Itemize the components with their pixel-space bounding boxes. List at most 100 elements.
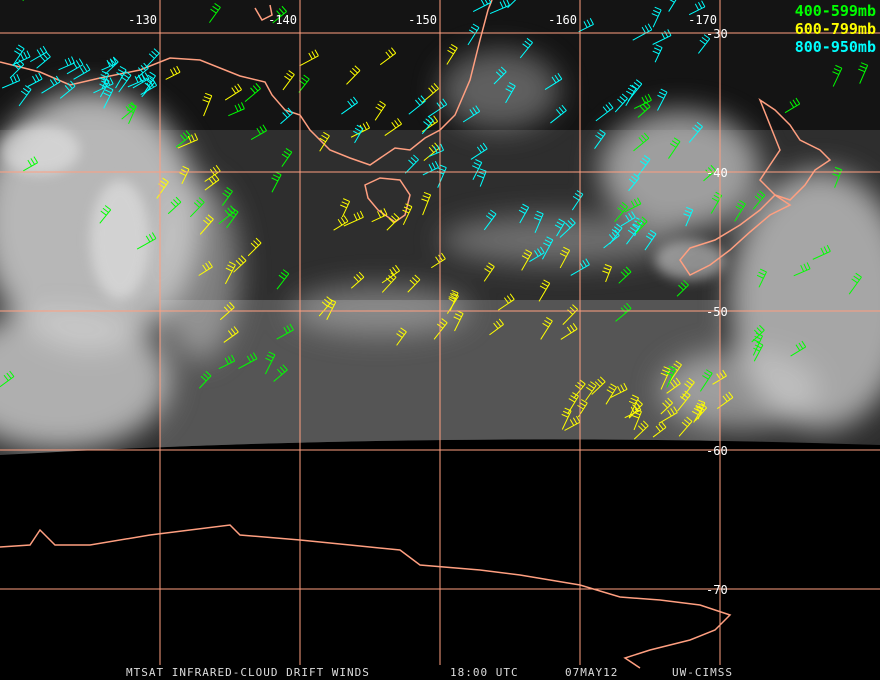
wind-barb bbox=[559, 217, 576, 238]
wind-barb bbox=[567, 392, 579, 415]
wind-barb bbox=[577, 399, 588, 418]
longitude-label: -130 bbox=[128, 13, 157, 27]
wind-barb bbox=[699, 369, 713, 392]
caption-text: 07MAY12 bbox=[565, 666, 618, 679]
wind-barb bbox=[677, 390, 691, 412]
wind-barb bbox=[498, 293, 515, 311]
wind-barb bbox=[280, 107, 293, 125]
wind-barb bbox=[333, 215, 349, 231]
wind-barb bbox=[628, 394, 640, 418]
longitude-label: -170 bbox=[688, 13, 717, 27]
wind-barb bbox=[848, 272, 862, 295]
wind-barb bbox=[374, 100, 386, 121]
wind-barb bbox=[505, 82, 516, 104]
wind-barb bbox=[628, 399, 643, 419]
wind-barb bbox=[135, 62, 149, 80]
wind-barb bbox=[793, 262, 811, 277]
wind-barb bbox=[346, 65, 361, 85]
wind-barb bbox=[489, 0, 510, 15]
latitude-label: -70 bbox=[706, 583, 728, 597]
wind-barb bbox=[595, 102, 614, 122]
wind-barb bbox=[73, 63, 91, 80]
wind-barb bbox=[223, 326, 239, 343]
wind-barb bbox=[651, 6, 662, 28]
wind-barb bbox=[698, 34, 711, 54]
wind-barb bbox=[476, 168, 487, 187]
wind-barb bbox=[379, 47, 397, 66]
wind-barb bbox=[658, 406, 678, 424]
wind-barb bbox=[115, 66, 127, 89]
wind-barb bbox=[27, 72, 43, 87]
wind-barb bbox=[381, 272, 397, 293]
wind-barb bbox=[282, 70, 295, 91]
wind-barb bbox=[198, 370, 212, 389]
wind-barb bbox=[578, 18, 594, 33]
wind-barb bbox=[559, 246, 571, 269]
wind-barb bbox=[141, 77, 156, 98]
caption-text: 18:00 UTC bbox=[450, 666, 519, 679]
wind-barb bbox=[353, 124, 364, 144]
wind-barb bbox=[0, 370, 15, 388]
wind-barb bbox=[717, 391, 734, 410]
wind-barb bbox=[519, 37, 533, 59]
wind-barb bbox=[446, 43, 458, 65]
wind-barb bbox=[691, 404, 703, 423]
wind-barb bbox=[591, 376, 606, 395]
wind-barb bbox=[618, 266, 632, 284]
wind-barb bbox=[224, 261, 236, 285]
wind-barb bbox=[264, 351, 276, 375]
wind-barb bbox=[628, 173, 640, 192]
caption-text: MTSAT INFRARED-CLOUD DRIFT WINDS bbox=[126, 666, 370, 679]
wind-barb bbox=[433, 318, 448, 340]
wind-barb bbox=[36, 51, 51, 69]
wind-barb bbox=[436, 164, 447, 188]
wind-barb bbox=[167, 196, 182, 215]
wind-barb bbox=[832, 64, 843, 87]
wind-barb bbox=[281, 147, 293, 167]
wind-barb bbox=[93, 77, 114, 94]
wind-barb bbox=[12, 50, 31, 66]
wind-barb bbox=[752, 190, 766, 210]
wind-barb bbox=[657, 88, 668, 111]
wind-barb bbox=[23, 156, 39, 172]
wind-barb bbox=[668, 360, 682, 384]
wind-barb bbox=[614, 201, 628, 223]
wind-barb bbox=[554, 218, 566, 237]
wind-barb bbox=[784, 97, 801, 114]
wind-barbs bbox=[0, 0, 869, 440]
wind-barb bbox=[858, 62, 869, 84]
wind-barb bbox=[423, 142, 440, 161]
longitude-label: -150 bbox=[408, 13, 437, 27]
wind-barb bbox=[734, 200, 746, 222]
wind-barb bbox=[665, 365, 676, 388]
wind-barb bbox=[221, 187, 233, 206]
wind-barb bbox=[271, 171, 282, 193]
wind-barb bbox=[175, 130, 191, 148]
wind-barb bbox=[573, 379, 586, 399]
legend-entry: 600-799mb bbox=[795, 20, 876, 38]
wind-barb bbox=[250, 124, 267, 140]
wind-barb bbox=[132, 72, 150, 89]
wind-barb bbox=[472, 159, 483, 180]
wind-barb bbox=[198, 260, 213, 276]
wind-barb bbox=[99, 77, 110, 98]
latitude-label: -60 bbox=[706, 444, 728, 458]
wind-barb bbox=[688, 0, 706, 16]
wind-barb bbox=[9, 59, 25, 79]
wind-barb bbox=[233, 255, 247, 273]
wind-barb bbox=[695, 399, 706, 420]
wind-barb bbox=[602, 264, 612, 283]
wind-barb bbox=[560, 323, 578, 340]
wind-barb bbox=[688, 121, 703, 143]
wind-barb bbox=[226, 207, 239, 229]
wind-barb bbox=[189, 197, 205, 218]
wind-barb bbox=[668, 0, 677, 12]
wind-barb bbox=[103, 86, 114, 109]
wind-barb bbox=[18, 85, 32, 107]
wind-barb bbox=[467, 23, 480, 46]
wind-barb bbox=[202, 92, 213, 117]
wind-barb bbox=[594, 129, 606, 149]
wind-barb bbox=[627, 79, 643, 102]
wind-barb bbox=[276, 323, 294, 340]
